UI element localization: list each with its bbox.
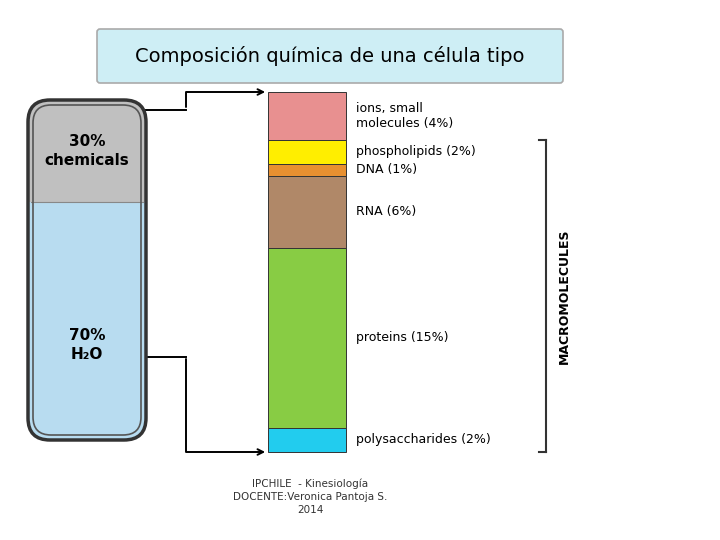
Bar: [28, 78, 146, 202]
Text: MACROMOLECULES: MACROMOLECULES: [558, 228, 571, 364]
Bar: [268, 140, 346, 164]
Text: proteins (15%): proteins (15%): [356, 332, 449, 345]
Bar: [268, 92, 346, 140]
Bar: [268, 176, 346, 248]
FancyBboxPatch shape: [97, 29, 563, 83]
Text: 70%
H₂O: 70% H₂O: [68, 328, 105, 362]
Text: DNA (1%): DNA (1%): [356, 164, 417, 177]
Bar: [268, 248, 346, 428]
Text: polysaccharides (2%): polysaccharides (2%): [356, 434, 491, 447]
Text: IPCHILE  - Kinesiología: IPCHILE - Kinesiología: [252, 479, 368, 489]
Text: 2014: 2014: [297, 505, 323, 515]
Text: phospholipids (2%): phospholipids (2%): [356, 145, 476, 159]
Bar: [268, 428, 346, 452]
FancyBboxPatch shape: [28, 100, 146, 440]
Bar: [268, 164, 346, 176]
Text: Composición química de una célula tipo: Composición química de una célula tipo: [135, 46, 525, 66]
Text: ions, small
molecules (4%): ions, small molecules (4%): [356, 102, 454, 130]
Text: 30%
chemicals: 30% chemicals: [45, 134, 130, 168]
Text: DOCENTE:Veronica Pantoja S.: DOCENTE:Veronica Pantoja S.: [233, 492, 387, 502]
Text: RNA (6%): RNA (6%): [356, 206, 416, 219]
